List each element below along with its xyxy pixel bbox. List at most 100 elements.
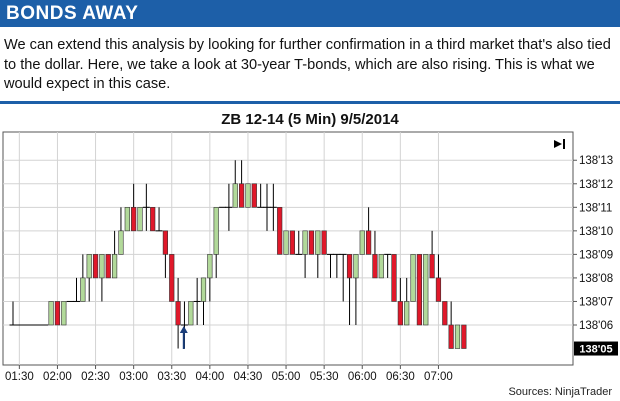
candle-body	[365, 230, 372, 255]
candle-body	[150, 207, 156, 232]
candles	[9, 160, 467, 349]
annotation-arrow-icon	[179, 325, 188, 349]
arrow-head	[179, 325, 188, 333]
candle	[263, 183, 271, 231]
candle-body	[372, 254, 378, 279]
candle-body	[80, 277, 86, 302]
candle	[461, 324, 467, 349]
candle-body	[118, 230, 124, 255]
y-tick-label: 138'07	[579, 296, 613, 308]
candle-body	[404, 301, 410, 326]
candle	[442, 301, 448, 326]
candle	[137, 207, 143, 232]
x-tick-label: 02:30	[81, 371, 110, 383]
candle-body	[289, 230, 296, 255]
candle	[155, 207, 163, 232]
candle	[372, 230, 378, 279]
x-tick-label: 02:00	[43, 371, 72, 383]
candle	[73, 277, 80, 302]
candle	[289, 230, 296, 255]
y-tick-label: 138'09	[579, 249, 613, 261]
candle-body	[435, 277, 442, 302]
candle	[321, 230, 327, 255]
x-tick-label: 06:00	[348, 371, 377, 383]
candle-body	[105, 254, 111, 279]
candle	[9, 301, 17, 326]
candle	[315, 230, 321, 278]
candle	[378, 254, 384, 279]
candle-body	[397, 301, 403, 326]
candle-body	[188, 301, 194, 326]
x-tick-label: 06:30	[386, 371, 415, 383]
candle-body	[245, 183, 251, 208]
candle-body	[169, 254, 175, 302]
page-title: BONDS AWAY	[6, 3, 139, 24]
candle	[410, 254, 416, 302]
candle-body	[239, 183, 245, 208]
y-tick-label: 138'13	[579, 155, 613, 167]
candle-body	[359, 230, 365, 255]
candle-body	[321, 230, 327, 255]
y-tick-label: 138'12	[579, 179, 613, 191]
candle	[416, 254, 423, 326]
candle	[454, 324, 461, 349]
candle-body	[232, 183, 238, 208]
candle	[124, 207, 130, 232]
candle	[397, 277, 403, 326]
candle	[251, 183, 257, 208]
candle	[225, 183, 233, 231]
candle	[99, 254, 105, 302]
candle-body	[442, 301, 448, 326]
candle	[200, 277, 207, 325]
candle	[239, 160, 245, 208]
candle-body	[124, 207, 130, 232]
candle	[257, 183, 265, 208]
candle	[327, 253, 334, 278]
candle	[150, 207, 156, 232]
candle-body	[175, 301, 181, 326]
scroll-end-icon[interactable]	[554, 139, 565, 149]
candle	[80, 254, 86, 302]
plot-frame	[2, 131, 574, 366]
candle-body	[54, 301, 61, 326]
x-tick-label: 05:30	[310, 371, 339, 383]
x-tick-label: 05:00	[272, 371, 301, 383]
candle	[391, 254, 397, 302]
x-tick-label: 07:00	[424, 371, 453, 383]
candle	[353, 254, 359, 325]
candle-body	[200, 277, 207, 302]
source-note: Sources: NinjaTrader	[508, 386, 612, 398]
candle	[213, 207, 219, 278]
candle	[188, 301, 194, 326]
candle	[48, 301, 54, 326]
chart-title: ZB 12-14 (5 Min) 9/5/2014	[221, 111, 399, 128]
candle-body	[86, 254, 92, 279]
candle-body	[99, 254, 105, 279]
last-price-label: 138'05	[579, 344, 612, 356]
candle	[105, 254, 111, 279]
x-tick-label: 01:30	[5, 371, 34, 383]
candle	[429, 230, 435, 279]
candle	[193, 277, 201, 325]
x-tick-label: 04:00	[195, 371, 224, 383]
candle	[308, 230, 315, 255]
candle-body	[112, 254, 118, 279]
candle	[142, 183, 150, 231]
candle	[346, 254, 353, 325]
candle	[359, 230, 365, 255]
candle	[283, 230, 289, 255]
candle	[92, 254, 99, 279]
axes: 138'06 138'07 138'08 138'09 138'10 138'11 138'…	[5, 155, 613, 383]
y-tick-label: 138'11	[579, 202, 612, 214]
candle	[435, 254, 442, 302]
candle	[384, 253, 392, 278]
candle-body	[315, 230, 321, 255]
candle	[131, 183, 137, 232]
candle-body	[391, 254, 397, 302]
candle	[169, 254, 175, 302]
candle	[269, 183, 277, 231]
candle-body	[162, 230, 169, 255]
candle	[295, 230, 303, 255]
candle-body	[429, 254, 435, 279]
